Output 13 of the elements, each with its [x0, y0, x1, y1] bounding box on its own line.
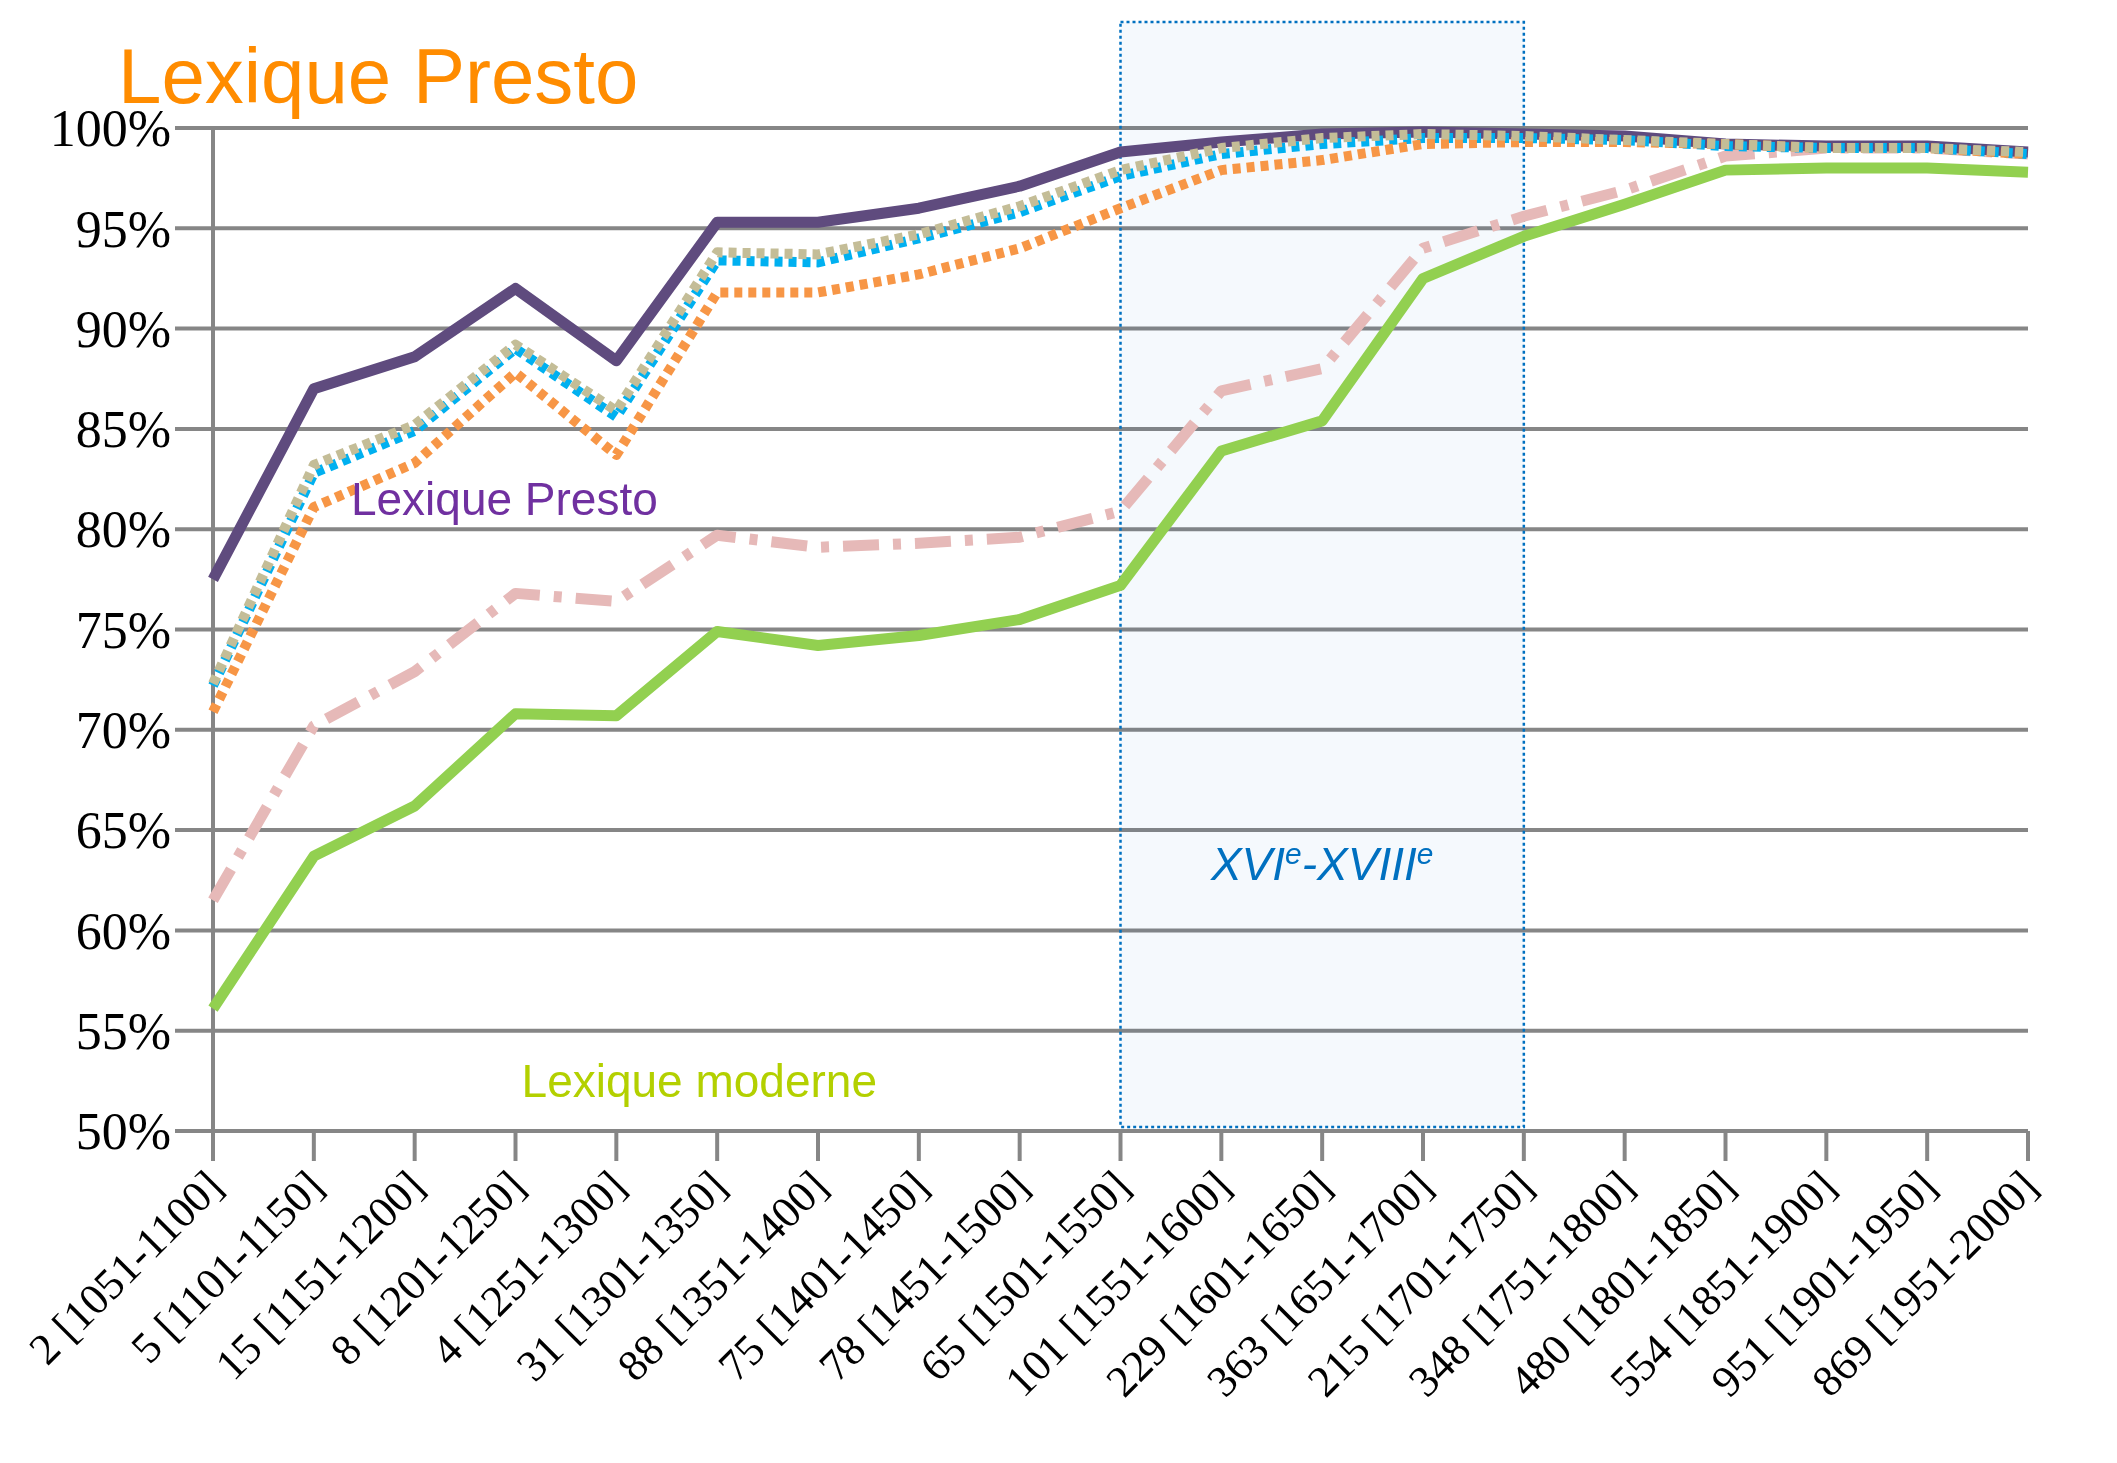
band-label: XVI$^{e}$-XVIII$^{e}$ — [1209, 836, 1434, 891]
y-tick-label: 55% — [75, 1002, 171, 1060]
y-tick-label: 85% — [75, 401, 171, 459]
y-tick-label: 60% — [75, 902, 171, 960]
y-tick-label: 95% — [75, 200, 171, 258]
y-tick-label: 80% — [75, 501, 171, 559]
y-tick-label: 50% — [75, 1103, 171, 1161]
annotation: Lexique Presto — [350, 473, 658, 526]
y-tick-label: 75% — [75, 601, 171, 659]
y-tick-label: 90% — [75, 300, 171, 358]
y-tick-label: 65% — [75, 802, 171, 860]
annotation: Lexique moderne — [521, 1054, 878, 1107]
y-tick-label: 70% — [75, 702, 171, 759]
